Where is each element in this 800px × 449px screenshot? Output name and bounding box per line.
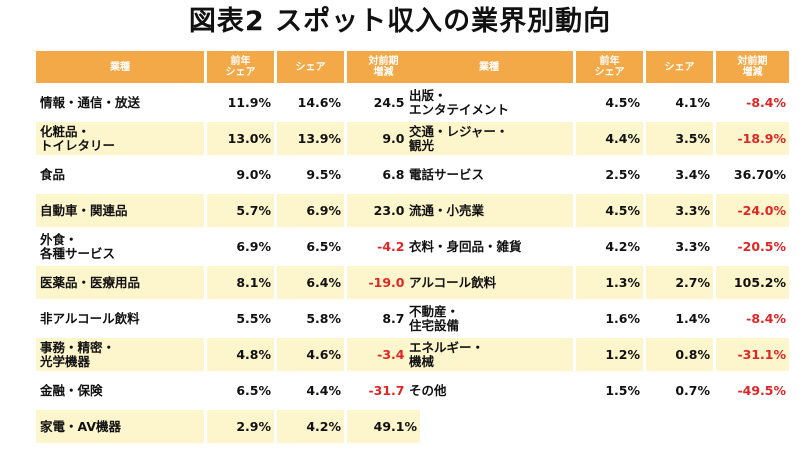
table-row: 流通・小売業 4.5% 3.3% -24.0% [405, 194, 789, 227]
industry-cell: 外食・ 各種サービス [36, 230, 204, 263]
industry-cell: 流通・小売業 [405, 194, 573, 227]
share-cell: 1.4% [646, 302, 713, 335]
prev-share-cell: 4.5% [576, 194, 643, 227]
prev-share-cell: 1.3% [576, 266, 643, 299]
table-row: 非アルコール飲料 5.5% 5.8% 8.7% [36, 302, 420, 335]
prev-share-cell: 6.9% [207, 230, 274, 263]
header-industry: 業種 [36, 51, 204, 83]
share-cell: 5.8% [277, 302, 344, 335]
share-cell: 3.3% [646, 194, 713, 227]
table-row: アルコール飲料 1.3% 2.7% 105.2% [405, 266, 789, 299]
prev-share-cell: 4.4% [576, 122, 643, 155]
right-industry-table: 業種 前年 シェア シェア 対前期 増減 出版・ エンタテイメント 4.5% 4.1… [402, 48, 792, 410]
table-header-row: 業種 前年 シェア シェア 対前期 増減 [36, 51, 420, 83]
industry-cell: 出版・ エンタテイメント [405, 86, 573, 119]
industry-cell: アルコール飲料 [405, 266, 573, 299]
table-row: 医薬品・医療用品 8.1% 6.4% -19.0% [36, 266, 420, 299]
share-cell: 13.9% [277, 122, 344, 155]
table-row: 交通・レジャー・ 観光 4.4% 3.5% -18.9% [405, 122, 789, 155]
table-row: 化粧品・ トイレタリー 13.0% 13.9% 9.0% [36, 122, 420, 155]
industry-cell: 家電・AV機器 [36, 410, 204, 443]
header-yoy: 対前期 増減 [716, 51, 789, 83]
table-row: 情報・通信・放送 11.9% 14.6% 24.5% [36, 86, 420, 119]
share-cell: 4.4% [277, 374, 344, 407]
table-row: 食品 9.0% 9.5% 6.8% [36, 158, 420, 191]
header-share: シェア [646, 51, 713, 83]
prev-share-cell: 1.6% [576, 302, 643, 335]
prev-share-cell: 1.5% [576, 374, 643, 407]
industry-cell: 自動車・関連品 [36, 194, 204, 227]
header-prev-share: 前年 シェア [576, 51, 643, 83]
share-cell: 9.5% [277, 158, 344, 191]
prev-share-cell: 4.8% [207, 338, 274, 371]
share-cell: 3.4% [646, 158, 713, 191]
industry-cell: 電話サービス [405, 158, 573, 191]
prev-share-cell: 8.1% [207, 266, 274, 299]
industry-cell: 不動産・ 住宅設備 [405, 302, 573, 335]
table-row: 事務・精密・ 光学機器 4.8% 4.6% -3.4% [36, 338, 420, 371]
industry-cell: 衣料・身回品・雑貨 [405, 230, 573, 263]
table-header-row: 業種 前年 シェア シェア 対前期 増減 [405, 51, 789, 83]
yoy-cell: -8.4% [716, 86, 789, 119]
share-cell: 3.3% [646, 230, 713, 263]
left-industry-table: 業種 前年 シェア シェア 対前期 増減 情報・通信・放送 11.9% 14.6% 2… [33, 48, 423, 446]
share-cell: 6.9% [277, 194, 344, 227]
industry-cell: 非アルコール飲料 [36, 302, 204, 335]
industry-cell: 医薬品・医療用品 [36, 266, 204, 299]
industry-cell: 交通・レジャー・ 観光 [405, 122, 573, 155]
share-cell: 14.6% [277, 86, 344, 119]
header-prev-share: 前年 シェア [207, 51, 274, 83]
industry-cell: 事務・精密・ 光学機器 [36, 338, 204, 371]
yoy-cell: -31.1% [716, 338, 789, 371]
industry-cell: エネルギー・ 機械 [405, 338, 573, 371]
page-title: 図表2 スポット収入の業界別動向 [188, 6, 612, 37]
table-row: 外食・ 各種サービス 6.9% 6.5% -4.2% [36, 230, 420, 263]
prev-share-cell: 13.0% [207, 122, 274, 155]
yoy-cell: -49.5% [716, 374, 789, 407]
industry-cell: 食品 [36, 158, 204, 191]
prev-share-cell: 4.2% [576, 230, 643, 263]
industry-cell: 情報・通信・放送 [36, 86, 204, 119]
industry-cell: その他 [405, 374, 573, 407]
prev-share-cell: 5.7% [207, 194, 274, 227]
table-row: 家電・AV機器 2.9% 4.2% 49.1% [36, 410, 420, 443]
prev-share-cell: 9.0% [207, 158, 274, 191]
table-row: 出版・ エンタテイメント 4.5% 4.1% -8.4% [405, 86, 789, 119]
share-cell: 2.7% [646, 266, 713, 299]
share-cell: 4.1% [646, 86, 713, 119]
prev-share-cell: 6.5% [207, 374, 274, 407]
header-share: シェア [277, 51, 344, 83]
header-industry: 業種 [405, 51, 573, 83]
table-row: エネルギー・ 機械 1.2% 0.8% -31.1% [405, 338, 789, 371]
prev-share-cell: 2.9% [207, 410, 274, 443]
share-cell: 4.6% [277, 338, 344, 371]
table-row: 衣料・身回品・雑貨 4.2% 3.3% -20.5% [405, 230, 789, 263]
yoy-cell: 49.1% [347, 410, 420, 443]
yoy-cell: 105.2% [716, 266, 789, 299]
yoy-cell: 36.70% [716, 158, 789, 191]
prev-share-cell: 4.5% [576, 86, 643, 119]
share-cell: 4.2% [277, 410, 344, 443]
table-row: その他 1.5% 0.7% -49.5% [405, 374, 789, 407]
industry-cell: 化粧品・ トイレタリー [36, 122, 204, 155]
yoy-cell: -20.5% [716, 230, 789, 263]
prev-share-cell: 1.2% [576, 338, 643, 371]
share-cell: 0.8% [646, 338, 713, 371]
industry-cell: 金融・保険 [36, 374, 204, 407]
table-row: 不動産・ 住宅設備 1.6% 1.4% -8.4% [405, 302, 789, 335]
share-cell: 3.5% [646, 122, 713, 155]
share-cell: 0.7% [646, 374, 713, 407]
prev-share-cell: 11.9% [207, 86, 274, 119]
share-cell: 6.4% [277, 266, 344, 299]
share-cell: 6.5% [277, 230, 344, 263]
table-row: 金融・保険 6.5% 4.4% -31.7% [36, 374, 420, 407]
prev-share-cell: 2.5% [576, 158, 643, 191]
table-row: 自動車・関連品 5.7% 6.9% 23.0% [36, 194, 420, 227]
yoy-cell: -18.9% [716, 122, 789, 155]
yoy-cell: -24.0% [716, 194, 789, 227]
prev-share-cell: 5.5% [207, 302, 274, 335]
yoy-cell: -8.4% [716, 302, 789, 335]
table-row: 電話サービス 2.5% 3.4% 36.70% [405, 158, 789, 191]
